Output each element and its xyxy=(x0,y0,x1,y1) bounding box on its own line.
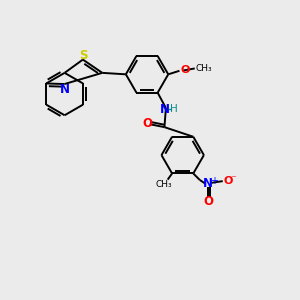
Text: N: N xyxy=(160,103,170,116)
Text: O: O xyxy=(181,65,190,76)
Text: CH₃: CH₃ xyxy=(195,64,212,73)
Text: H: H xyxy=(170,104,178,114)
Text: N: N xyxy=(202,177,212,190)
Text: O: O xyxy=(223,176,233,185)
Text: N: N xyxy=(59,83,70,96)
Text: O: O xyxy=(203,195,213,208)
Text: CH₃: CH₃ xyxy=(156,181,172,190)
Text: S: S xyxy=(79,49,87,62)
Text: O: O xyxy=(142,116,153,130)
Text: +: + xyxy=(210,176,218,185)
Text: ⁻: ⁻ xyxy=(230,174,236,184)
